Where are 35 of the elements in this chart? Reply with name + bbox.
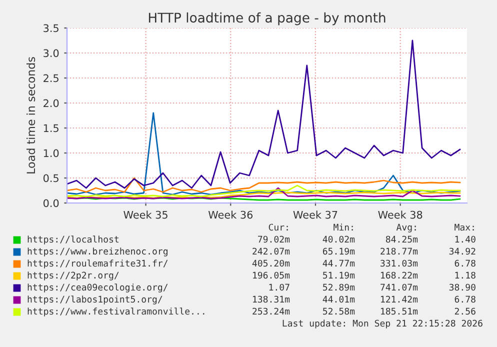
y-tick-label: 1.5 — [44, 124, 58, 132]
x-tick-label: Week 35 — [124, 210, 168, 219]
text: 138.31m 44.01m 121.42m 6.78 — [253, 296, 476, 303]
y-tick-label: 0.0 — [43, 199, 59, 208]
line-series — [67, 112, 461, 196]
legend-label: https://localhost — [28, 236, 119, 244]
x-tick-label: Week 36 — [208, 210, 253, 219]
text: 405.20m 44.77m 331.03m 6.78 — [252, 260, 476, 267]
y-tick-label: 0.5 — [43, 174, 58, 182]
text: 79.02m 40.02m 84.25m 1.40 — [258, 236, 476, 243]
y-axis-title: Load time in seconds — [26, 57, 36, 174]
x-tick-label: Week 37 — [293, 210, 338, 219]
line-series — [67, 184, 461, 198]
y-tick-label: 3.5 — [44, 24, 58, 32]
line-series — [67, 177, 461, 193]
legend-label: https://2p2r.org/ — [28, 272, 119, 280]
line-series — [67, 187, 461, 200]
y-tick-label: 2.5 — [44, 74, 58, 82]
y-tick-label: 1.0 — [44, 149, 59, 158]
x-tick-label: Week 38 — [378, 210, 422, 219]
text: 196.05m 51.19m 168.22m 1.18 — [253, 272, 476, 279]
legend-label: https://www.festivalramonville... — [28, 308, 204, 316]
text: Last update: Mon Sep 21 22:15:28 2026 — [282, 320, 482, 328]
text: Cur: Min: Avg: Max: — [268, 224, 474, 232]
legend-label: https://roulemafrite31.fr/ — [28, 260, 168, 268]
y-tick-label: 3.0 — [44, 49, 59, 58]
y-tick-label: 2.0 — [44, 99, 59, 108]
text: 242.07m 65.19m 218.77m 34.92 — [252, 248, 476, 255]
legend-label: https://labos1point5.org/ — [28, 296, 162, 304]
chart-title: HTTP loadtime of a page - by month — [148, 12, 386, 26]
legend-label: https://www.breizhenoc.org — [28, 248, 168, 256]
text: 1.07 52.89m 741.07m 38.90 — [269, 284, 476, 291]
legend-label: https://cea09ecologie.org/ — [28, 284, 168, 292]
text: 253.24m 52.58m 185.51m 2.56 — [252, 308, 476, 315]
line-series — [67, 40, 461, 189]
